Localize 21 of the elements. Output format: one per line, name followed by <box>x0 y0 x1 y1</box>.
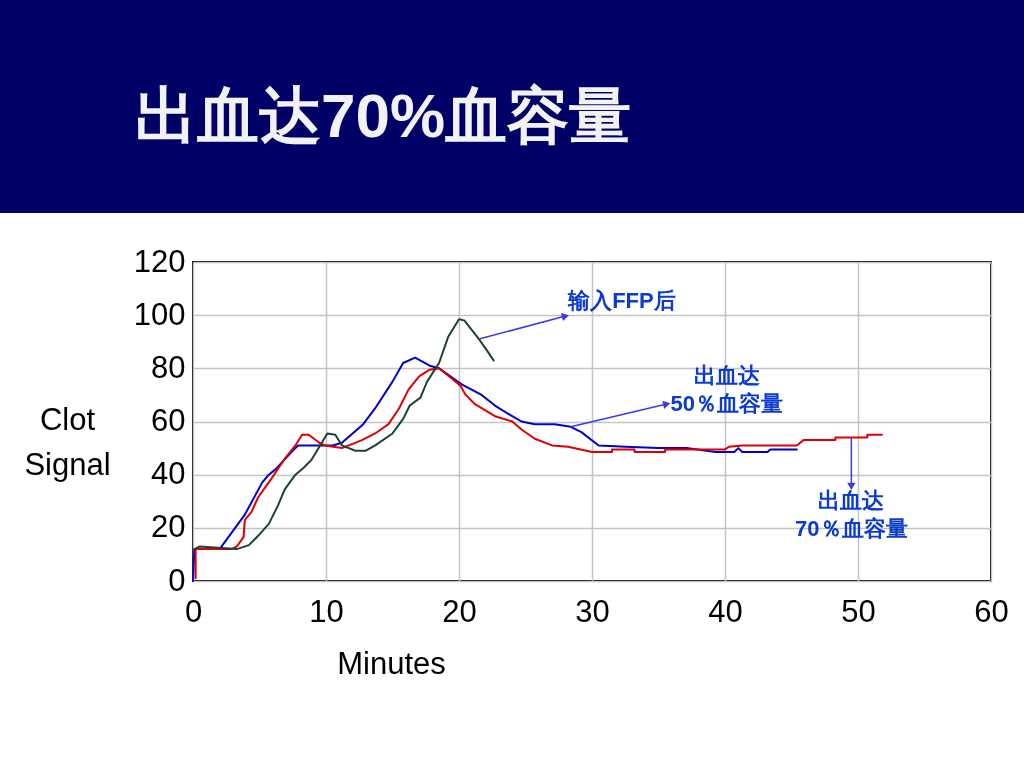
chart-title: 出血达70%血容量 <box>135 81 632 150</box>
y-tick-label: 60 <box>151 403 186 438</box>
y-tick-label: 80 <box>151 349 186 385</box>
annotation: 出血达 50％血容量 <box>670 362 783 416</box>
x-tick-label: 40 <box>708 593 743 629</box>
y-tick-label: 40 <box>151 456 186 492</box>
y-tick-label: 100 <box>133 296 186 332</box>
x-tick-label: 10 <box>309 593 344 629</box>
line-series <box>193 318 495 551</box>
annotation: 出血达 70％血容量 <box>795 488 908 542</box>
y-tick-label: 20 <box>151 509 186 545</box>
x-tick-label: 50 <box>841 593 876 629</box>
x-tick-label: 60 <box>974 593 1009 629</box>
y-tick-label: 120 <box>133 243 186 279</box>
annotation: 输入FFP后 <box>567 288 676 314</box>
line-series <box>192 356 798 582</box>
y-axis-title: Clot Signal <box>24 401 111 482</box>
x-tick-label: 20 <box>442 593 477 629</box>
x-tick-label: 30 <box>575 593 610 629</box>
y-tick-label: 0 <box>168 562 186 598</box>
x-axis-title: Minutes <box>337 645 446 681</box>
